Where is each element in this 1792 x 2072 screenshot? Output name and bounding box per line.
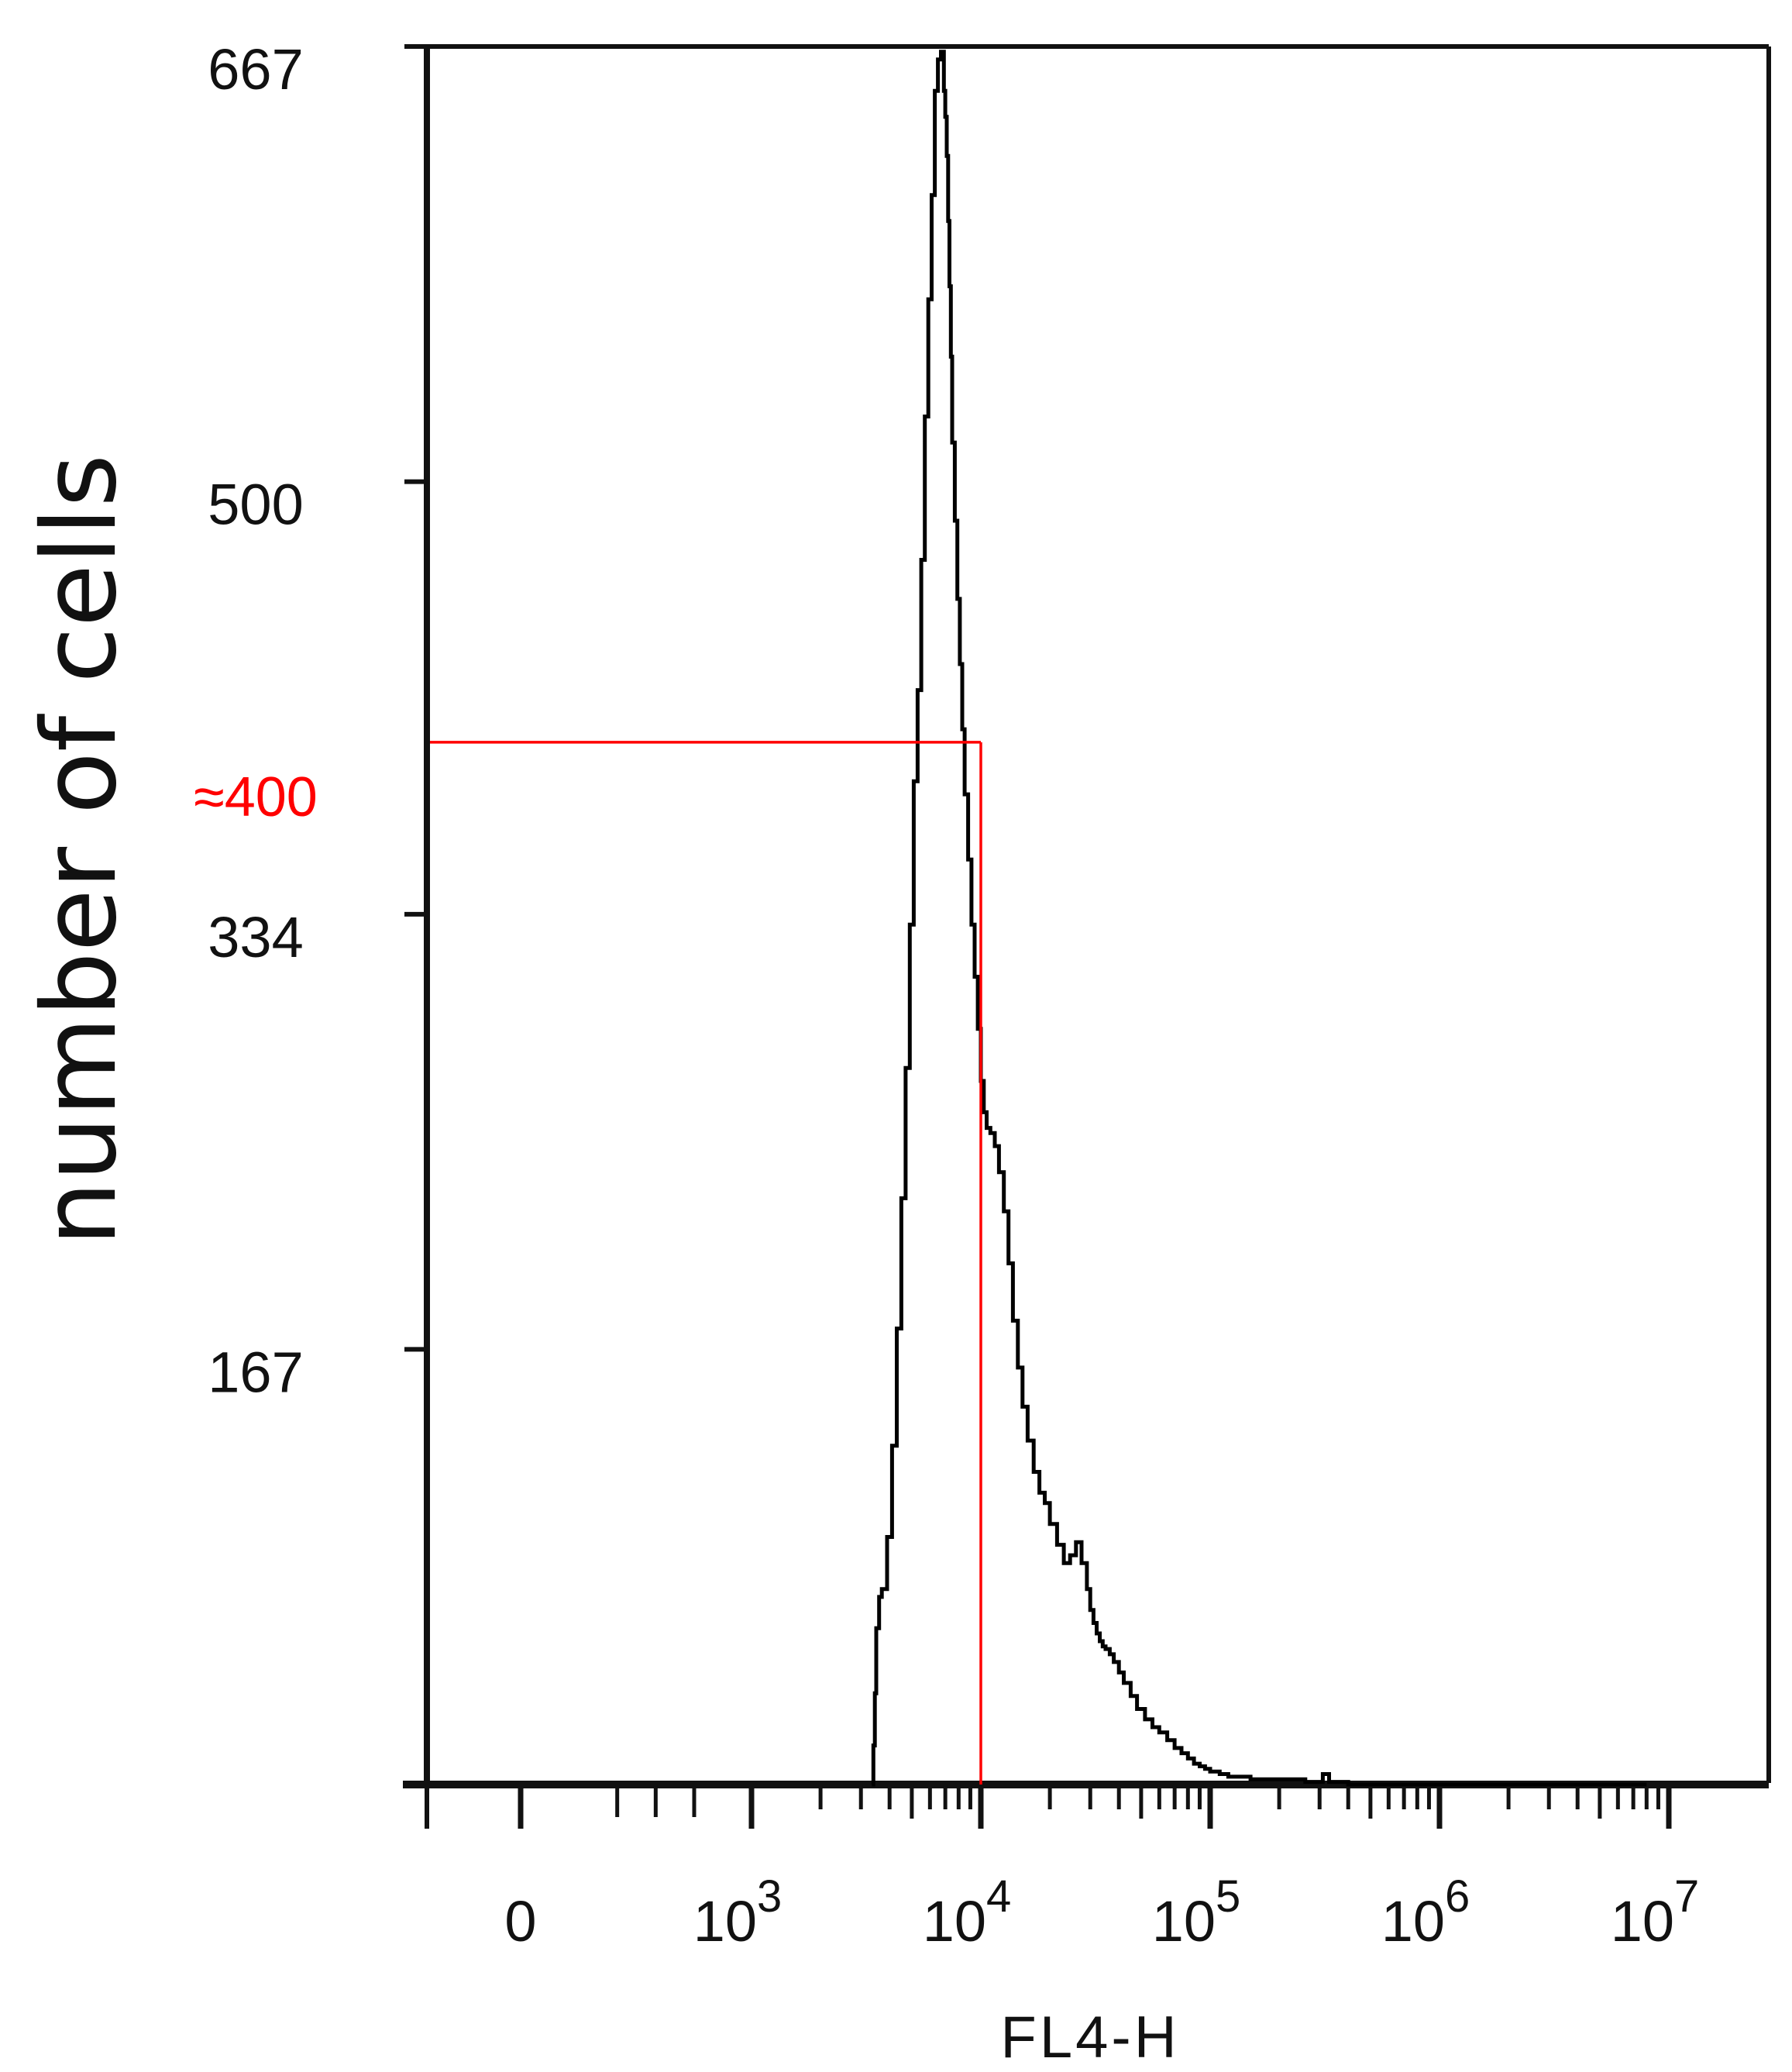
y-ticks: 667 500 334 167 — [208, 37, 427, 1404]
y-tick-label: 167 — [208, 1340, 303, 1404]
x-tick-label: 0 — [504, 1889, 536, 1953]
x-axis-title: FL4-H — [1000, 2005, 1179, 2070]
x-tick-label: 107 — [1611, 1871, 1700, 1953]
x-tick-label: 105 — [1152, 1871, 1241, 1953]
x-tick-label: 104 — [923, 1871, 1012, 1953]
x-ticks: 0 103 104 105 106 107 — [425, 1785, 1700, 1953]
reference-label: ≈400 — [194, 766, 318, 828]
y-axis-title: number of cells — [20, 454, 139, 1246]
y-tick-label: 667 — [208, 37, 303, 102]
y-tick-label: 334 — [208, 905, 303, 969]
plot-frame — [403, 44, 1771, 1788]
series-line-histogram — [871, 50, 1647, 1787]
x-tick-label: 103 — [693, 1871, 782, 1953]
x-tick-label: 106 — [1381, 1871, 1470, 1953]
y-tick-label: 500 — [208, 473, 303, 537]
